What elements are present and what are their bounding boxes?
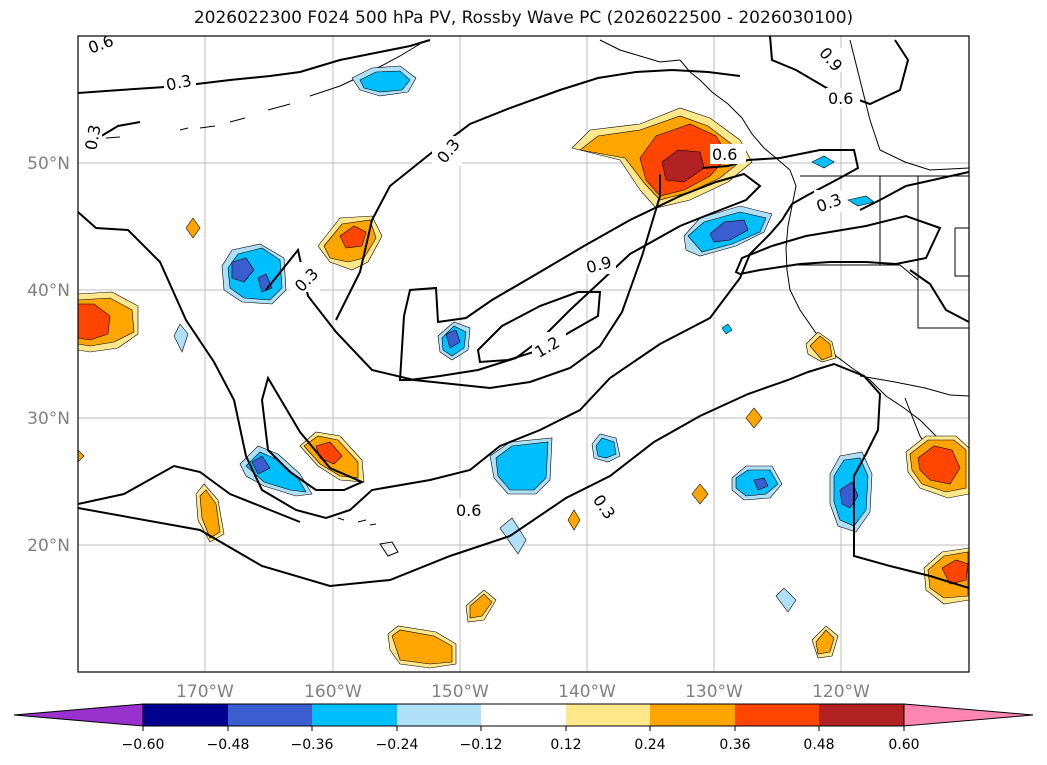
colorbar-tick-label: 0.24 [634, 737, 665, 753]
pv-contour [260, 375, 365, 491]
pv-contour [265, 174, 661, 390]
lon-label: 120°W [812, 682, 870, 702]
pv-contour [78, 362, 969, 589]
pv-contour [734, 214, 942, 276]
negative-anomaly [499, 517, 527, 555]
positive-anomaly [745, 407, 763, 429]
negative-anomaly [359, 70, 411, 93]
lat-label: 40°N [27, 281, 70, 301]
colorbar-cell [819, 704, 904, 726]
colorbar-cell [397, 704, 481, 726]
lon-labels: 170°W 160°W 150°W 140°W 130°W 120°W [176, 682, 870, 702]
pv-contour [78, 149, 860, 520]
negative-anomaly [231, 257, 255, 283]
negative-anomaly [445, 329, 461, 349]
lat-label: 50°N [27, 154, 70, 174]
contour-label: 0.6 [456, 501, 481, 520]
colorbar-cell [143, 704, 228, 726]
negative-anomaly [495, 441, 549, 491]
negative-anomaly [775, 587, 797, 613]
colorbar-tick-label: 0.48 [803, 737, 834, 753]
colorbar-outline [142, 703, 905, 727]
pv-anomaly-fills [78, 65, 969, 669]
lat-label: 20°N [27, 536, 70, 556]
lon-label: 130°W [685, 682, 743, 702]
contour-label: 0.6 [828, 89, 853, 108]
colorbar-cell [312, 704, 397, 726]
colorbar-cell [481, 704, 566, 726]
pv-contour [335, 68, 741, 321]
positive-anomaly [185, 217, 201, 239]
negative-anomaly [811, 155, 835, 169]
map-title: 2026022300 F024 500 hPa PV, Rossby Wave … [193, 8, 854, 28]
colorbar-extend-right [903, 703, 1034, 727]
negative-anomaly [173, 323, 189, 353]
pv-contour [476, 291, 602, 364]
negative-anomaly [709, 219, 749, 243]
lon-label: 170°W [176, 682, 234, 702]
pv-contour [909, 269, 969, 323]
positive-anomaly [469, 593, 493, 619]
positive-anomaly [691, 483, 709, 505]
negative-anomaly [251, 455, 271, 475]
pv-contour [78, 39, 431, 94]
positive-anomaly [78, 303, 111, 341]
colorbar-tick-label: −0.24 [376, 737, 419, 753]
colorbar: −0.60 −0.48 −0.36 −0.24 −0.12 0.12 0.24 … [13, 703, 1034, 753]
positive-anomaly [815, 629, 835, 655]
negative-anomaly [721, 323, 733, 335]
colorbar-tick-label: 0.36 [719, 737, 750, 753]
negative-anomaly [595, 437, 617, 459]
positive-anomaly [567, 509, 581, 531]
colorbar-tick-label: −0.60 [122, 737, 165, 753]
contour-labels: 0.6 0.3 0.3 0.3 0.3 0.9 0.6 0.6 0.3 0.9 … [80, 31, 860, 523]
lon-label: 150°W [431, 682, 489, 702]
pv-contour [859, 171, 969, 211]
contour-label: 0.3 [164, 71, 193, 95]
negative-anomaly [753, 477, 769, 491]
lon-label: 160°W [304, 682, 362, 702]
positive-anomaly [917, 445, 961, 485]
positive-anomaly [199, 489, 221, 539]
colorbar-tick-label: 0.60 [888, 737, 919, 753]
colorbar-cell [735, 704, 819, 726]
contour-label: 0.3 [81, 123, 104, 151]
gridlines [78, 36, 969, 672]
colorbar-tick-label: −0.12 [460, 737, 503, 753]
colorbar-tick-label: 0.12 [550, 737, 581, 753]
positive-anomaly [78, 449, 85, 463]
lon-label: 140°W [558, 682, 616, 702]
colorbar-extend-left [13, 703, 144, 727]
map-frame [77, 35, 970, 673]
colorbar-cell [566, 704, 650, 726]
positive-anomaly [809, 335, 833, 361]
colorbar-tick-label: −0.48 [207, 737, 250, 753]
pv-contour [398, 172, 762, 381]
colorbar-tick-labels: −0.60 −0.48 −0.36 −0.24 −0.12 0.12 0.24 … [122, 737, 920, 753]
pv-contour [78, 464, 301, 523]
positive-anomaly [339, 225, 367, 249]
colorbar-cell [228, 704, 312, 726]
colorbar-tick-label: −0.36 [291, 737, 334, 753]
contour-label: 0.6 [712, 145, 737, 164]
lat-labels: 50°N 40°N 30°N 20°N [27, 154, 70, 556]
positive-anomaly [391, 629, 453, 665]
colorbar-cell [650, 704, 735, 726]
contour-label: 0.6 [86, 31, 116, 58]
lat-label: 30°N [27, 409, 70, 429]
